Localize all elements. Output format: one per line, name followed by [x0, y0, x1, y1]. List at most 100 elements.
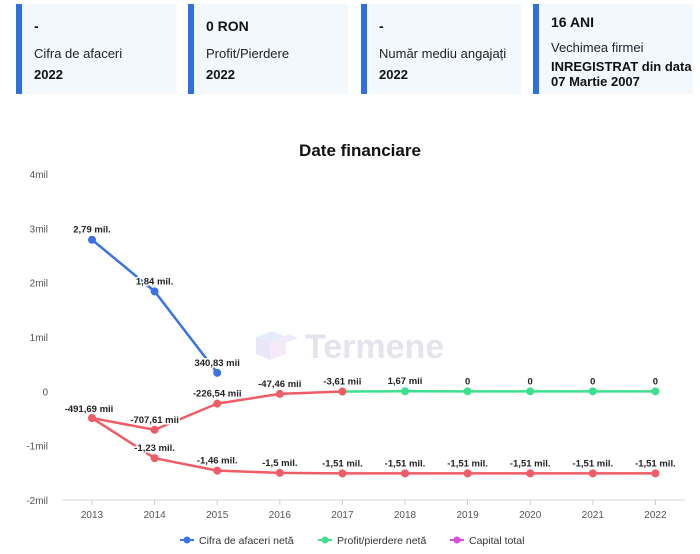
- data-point[interactable]: [526, 387, 535, 396]
- y-tick-label: 3mil: [30, 224, 48, 235]
- card-age-value: 16 ANI: [551, 14, 595, 30]
- data-point[interactable]: [88, 235, 96, 244]
- data-label: -1,51 mil.: [635, 458, 676, 469]
- series-line: [91, 416, 656, 475]
- data-point[interactable]: [213, 368, 222, 377]
- x-tick-label: 2015: [206, 510, 229, 521]
- watermark-text: Termene: [305, 328, 444, 366]
- x-tick-label: 2016: [269, 510, 292, 521]
- x-axis: 2013 2014 2015 2016 2017 2018 2019 2020 2021 2022: [81, 510, 667, 521]
- card-age-label: Vechimea firmei: [551, 40, 644, 55]
- data-label: -1,46 mil.: [197, 456, 238, 467]
- data-point[interactable]: [88, 414, 96, 423]
- card-employees-value: -: [379, 18, 384, 34]
- data-label: 340,83 mii: [194, 358, 239, 369]
- data-point[interactable]: [338, 469, 347, 478]
- termene-watermark: Termene: [256, 328, 444, 366]
- y-tick-label: 2mil: [30, 279, 48, 290]
- x-tick-label: 2018: [394, 510, 417, 521]
- card-employees-label: Număr mediu angajați: [379, 46, 507, 61]
- chart-grid: [62, 499, 685, 505]
- card-profit-value: 0 RON: [206, 18, 249, 34]
- data-label: -1,51 mil.: [510, 458, 551, 469]
- data-label: -491,69 mii: [65, 404, 114, 415]
- data-point[interactable]: [588, 387, 597, 396]
- x-tick-label: 2017: [331, 510, 354, 521]
- data-point[interactable]: [275, 389, 284, 398]
- data-point[interactable]: [651, 469, 660, 478]
- chart-title: Date financiare: [299, 141, 421, 160]
- y-axis: 4mil 3mil 2mil 1mil 0 -1mil -2mil: [26, 170, 48, 507]
- card-revenue-label: Cifra de afaceri: [34, 46, 123, 61]
- y-tick-label: -1mil: [26, 442, 48, 453]
- y-tick-label: -2mil: [26, 496, 48, 507]
- x-tick-label: 2013: [81, 510, 104, 521]
- card-profit: 0 RON Profit/Pierdere 2022: [188, 4, 348, 94]
- card-revenue-year: 2022: [34, 67, 63, 82]
- summary-cards: - Cifra de afaceri 2022 0 RON Profit/Pie…: [0, 0, 700, 100]
- card-registered-line1: INREGISTRAT din data: [551, 59, 692, 74]
- card-revenue-value: -: [34, 18, 39, 34]
- data-point[interactable]: [651, 387, 660, 396]
- legend-label: Capital total: [469, 535, 524, 547]
- data-label: -47,46 mii: [258, 379, 301, 390]
- data-point[interactable]: [526, 469, 535, 478]
- data-label: -226,54 mii: [193, 389, 242, 400]
- series-points: [88, 235, 660, 478]
- card-employees-year: 2022: [379, 67, 408, 82]
- legend-item[interactable]: Profit/pierdere netă: [318, 535, 426, 547]
- termene-logo-icon: [256, 331, 298, 360]
- card-registered-line2: 07 Martie 2007: [551, 74, 640, 89]
- data-point[interactable]: [213, 399, 222, 408]
- card-profit-year: 2022: [206, 67, 235, 82]
- data-point[interactable]: [213, 466, 222, 475]
- data-point[interactable]: [463, 469, 472, 478]
- data-label: 0: [465, 376, 470, 387]
- data-point[interactable]: [401, 469, 409, 478]
- card-profit-label: Profit/Pierdere: [206, 46, 290, 61]
- data-point[interactable]: [463, 387, 472, 396]
- chart-legend[interactable]: Cifra de afaceri netă Profit/pierdere net…: [180, 535, 524, 547]
- x-tick-label: 2019: [456, 510, 479, 521]
- legend-label: Profit/pierdere netă: [337, 535, 426, 547]
- data-label: -1,51 mil.: [447, 458, 488, 469]
- card-revenue: - Cifra de afaceri 2022: [16, 4, 176, 94]
- data-point[interactable]: [150, 425, 159, 434]
- data-label: 0: [590, 376, 595, 387]
- data-label: 1,84 mil.: [136, 276, 174, 287]
- data-point[interactable]: [588, 469, 597, 478]
- legend-swatch-dot: [321, 536, 329, 544]
- data-label: -1,51 mil.: [322, 458, 363, 469]
- legend-item[interactable]: Cifra de afaceri netă: [180, 535, 294, 547]
- legend-swatch-dot: [453, 536, 461, 544]
- data-label: -707,61 mii: [130, 415, 179, 426]
- card-company-age: 16 ANI Vechimea firmei INREGISTRAT din d…: [533, 4, 693, 94]
- financial-chart: Date financiare Termene 4mil 3mil 2mil 1mil…: [26, 141, 685, 547]
- data-point[interactable]: [275, 468, 284, 477]
- x-tick-label: 2014: [143, 510, 166, 521]
- card-employees: - Număr mediu angajați 2022: [361, 4, 521, 94]
- data-label: -3,61 mii: [323, 377, 361, 388]
- data-label: -1,5 mil.: [262, 458, 297, 469]
- data-label: -1,23 mil.: [134, 443, 175, 454]
- legend-item[interactable]: Capital total: [450, 535, 524, 547]
- data-point[interactable]: [401, 387, 409, 396]
- data-label: -1,51 mil.: [385, 458, 426, 469]
- data-point[interactable]: [150, 454, 159, 463]
- data-label: -1,51 mil.: [572, 458, 613, 469]
- data-point[interactable]: [338, 387, 347, 396]
- series-line: [91, 238, 219, 374]
- data-label: 0: [653, 376, 658, 387]
- data-labels: 2,79 mil. 1,84 mil. 340,83 mii 1,67 mii 0 0 0 0…: [63, 223, 677, 471]
- x-tick-label: 2021: [582, 510, 605, 521]
- y-tick-label: 1mil: [30, 333, 48, 344]
- data-label: 0: [528, 376, 533, 387]
- legend-label: Cifra de afaceri netă: [199, 535, 294, 547]
- legend-swatch-dot: [183, 536, 191, 544]
- data-point[interactable]: [150, 287, 159, 296]
- x-tick-label: 2020: [519, 510, 542, 521]
- data-label: 2,79 mil.: [73, 225, 111, 236]
- y-tick-label: 0: [42, 387, 48, 398]
- x-tick-label: 2022: [644, 510, 667, 521]
- y-tick-label: 4mil: [30, 170, 48, 181]
